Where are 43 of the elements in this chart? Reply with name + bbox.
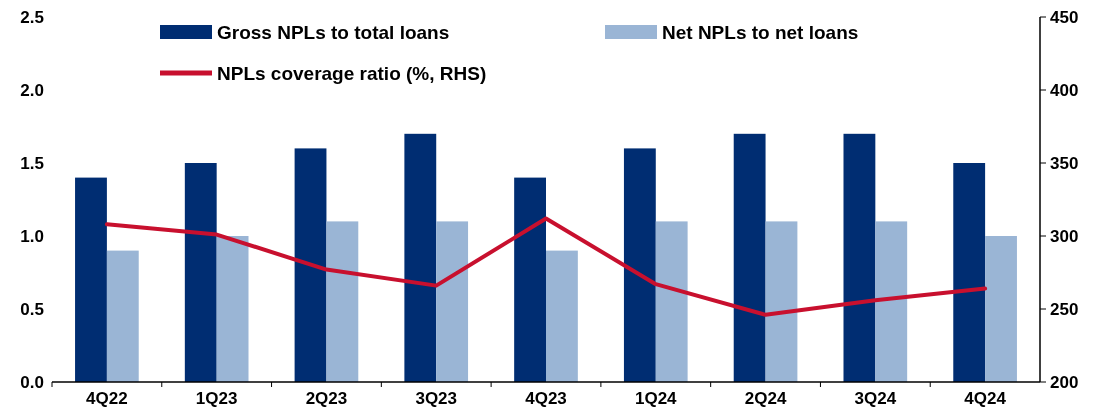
y-tick-label: 1.0 (20, 226, 44, 246)
bar (184, 163, 217, 382)
y2-tick-label: 450 (1050, 7, 1079, 27)
bar (326, 221, 359, 382)
x-tick-label: 3Q23 (415, 389, 458, 408)
bar (953, 163, 986, 382)
legend-label: NPLs coverage ratio (%, RHS) (217, 62, 487, 84)
y-tick-label: 2.0 (20, 80, 44, 100)
y2-tick-label: 200 (1050, 372, 1079, 392)
bar (514, 177, 546, 382)
legend-label: Net NPLs to net loans (662, 21, 859, 43)
bar (843, 133, 876, 382)
y-tick-label: 0.5 (20, 299, 44, 319)
bar (404, 133, 437, 382)
bar (733, 133, 766, 382)
x-tick-label: 4Q23 (525, 389, 567, 408)
y-tick-label: 2.5 (20, 7, 44, 27)
y-tick-label: 1.5 (20, 153, 44, 173)
bar (546, 250, 578, 382)
bar (75, 177, 107, 382)
bar (436, 221, 469, 382)
y2-tick-label: 300 (1050, 226, 1079, 246)
bar (623, 148, 656, 382)
x-tick-label: 2Q23 (305, 389, 348, 408)
y2-tick-label: 400 (1050, 80, 1079, 100)
x-tick-label: 4Q22 (86, 389, 128, 408)
bar (655, 221, 688, 382)
bar (294, 148, 327, 382)
bar (765, 221, 798, 382)
x-tick-label: 4Q24 (964, 389, 1007, 408)
bar (106, 250, 139, 382)
bar (985, 236, 1017, 382)
x-tick-label: 1Q24 (634, 389, 678, 408)
x-tick-label: 2Q24 (744, 389, 787, 408)
x-tick-label: 3Q24 (854, 389, 897, 408)
y2-tick-label: 350 (1050, 153, 1079, 173)
y2-tick-label: 250 (1050, 299, 1079, 319)
y-tick-label: 0.0 (20, 372, 44, 392)
legend-label: Gross NPLs to total loans (217, 21, 450, 43)
x-tick-label: 1Q23 (195, 389, 238, 408)
bar (216, 236, 249, 382)
bar (875, 221, 908, 382)
line-series (104, 216, 988, 317)
